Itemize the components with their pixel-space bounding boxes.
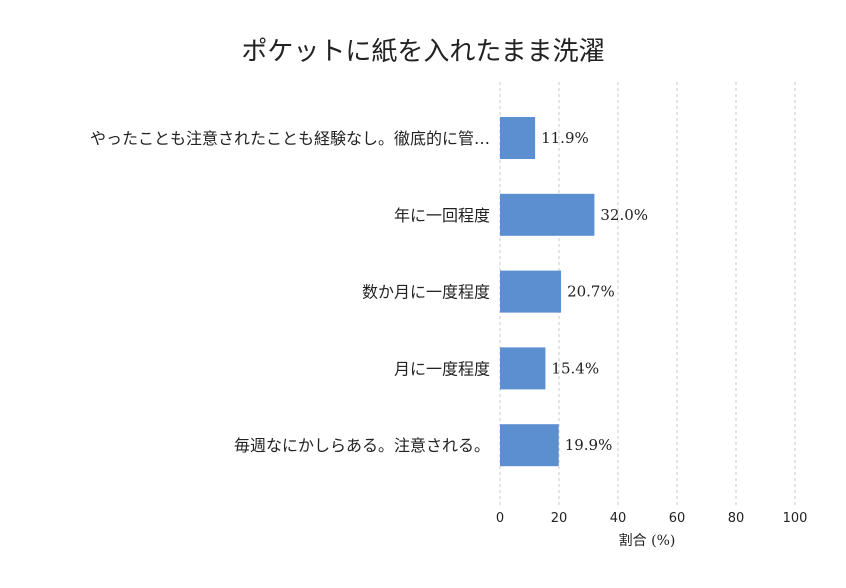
data-label: 32.0% (600, 206, 648, 224)
x-tick-label: 20 (551, 511, 568, 526)
bar (500, 270, 562, 313)
bars (500, 117, 595, 467)
category-label: 年に一回程度 (394, 206, 490, 225)
data-label: 20.7% (567, 283, 615, 301)
chart-title: ポケットに紙を入れたまま洗濯 (241, 37, 604, 67)
bar (500, 347, 546, 390)
category-label: 月に一度程度 (394, 359, 490, 378)
x-tick-label: 0 (496, 511, 504, 526)
category-labels: やったことも注意されたことも経験なし。徹底的に管… 年に一回程度数か月に一度程度月… (90, 129, 490, 455)
x-tick-labels: 0 20 40 60 80 100 (496, 511, 808, 526)
category-label: 数か月に一度程度 (362, 283, 490, 302)
data-label: 11.9% (541, 129, 589, 147)
bar (500, 193, 595, 236)
value-labels: 11.9% 32.0% 20.7% 15.4% 19.9% (541, 129, 648, 454)
x-axis-title: 割合 (%) (619, 532, 676, 549)
x-tick-label: 60 (669, 511, 686, 526)
x-tick-label: 40 (610, 511, 627, 526)
bar (500, 117, 536, 159)
x-tick-label: 80 (728, 511, 745, 526)
category-label: やったことも注意されたことも経験なし。徹底的に管… (90, 129, 490, 148)
category-label: 毎週なにかしらある。注意される。 (234, 436, 490, 455)
data-label: 19.9% (565, 436, 613, 454)
data-label: 15.4% (551, 359, 599, 377)
x-tick-label: 100 (783, 511, 808, 526)
bar (500, 424, 559, 467)
